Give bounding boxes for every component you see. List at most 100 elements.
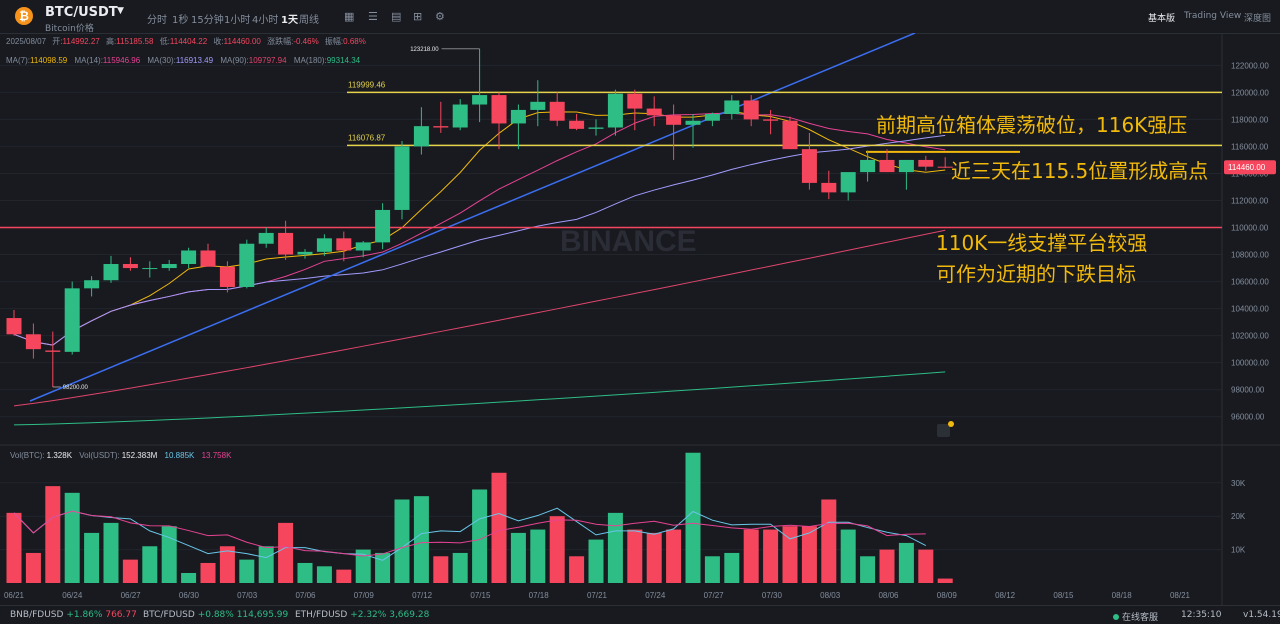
volume-bar [724,552,740,583]
support-link[interactable]: 在线客服 [1113,610,1158,623]
date-tick-label: 08/09 [937,591,958,600]
candle-body [743,100,759,120]
view-tradingview[interactable]: Trading View [1184,11,1242,21]
volume-bar [898,542,914,583]
volume-bar [258,546,274,583]
view-depth[interactable]: 深度图 [1244,14,1272,24]
volume-bar [142,546,158,583]
volume-ma-line [13,510,926,557]
candle-body [219,266,235,287]
volume-bar [549,516,565,583]
chevron-down-icon[interactable]: ▼ [117,6,124,16]
volume-bar [627,529,643,583]
ticker-item[interactable]: BNB/FDUSD +1.86% 766.77 [10,610,137,620]
candle-body [103,264,119,281]
gear-icon[interactable]: ⚙ [435,10,445,23]
candle-body [84,280,100,289]
ma90-line [13,229,946,407]
candle-body [510,109,526,124]
price-tick-label: 118000.00 [1231,115,1269,124]
volume-bar [743,529,759,583]
date-tick-label: 07/18 [529,591,550,600]
timeframe-tab[interactable]: 4小时 [252,15,279,26]
timeframe-tab[interactable]: 分时 [147,15,167,26]
date-tick-label: 07/21 [587,591,608,600]
date-tick-label: 08/18 [1112,591,1133,600]
ma-readout: MA(7):114098.59 MA(14):115946.96 MA(30):… [6,56,361,65]
layout-icon[interactable]: ▤ [391,10,402,23]
trendline [29,33,916,402]
ma180-line [13,371,946,426]
layers-icon[interactable] [937,424,950,437]
volume-bar [181,572,197,583]
price-tick-label: 116000.00 [1231,142,1269,151]
price-tick-label: 100000.00 [1231,359,1269,368]
candle-body [25,334,41,350]
candle-body [549,101,565,121]
timeframe-tab[interactable]: 1小时 [224,15,251,26]
candle-body [142,268,158,270]
price-tick-label: 102000.00 [1231,332,1269,341]
current-price-tag [1224,160,1276,175]
volume-bar [200,562,216,583]
overlay-text: 123218.00 98200.00 前期高位箱体震荡破位，116K强压近三天在11… [52,47,1208,391]
ohlc-readout: 2025/08/07 开:114992.27 高:115185.58 低:114… [6,36,366,46]
candle-body [472,95,488,105]
volume-bar [45,486,61,583]
volume-bar [25,552,41,583]
volume-bar [161,526,177,583]
grid-icon[interactable]: ⊞ [413,10,423,23]
timeframe-tab[interactable]: 1秒 [172,15,189,26]
volume-bar [704,556,720,583]
timeframe-tab[interactable]: 15分钟 [191,15,224,26]
price-tick-label: 122000.00 [1231,61,1269,70]
analysis-annotation: 前期高位箱体震荡破位，116K强压 [876,113,1187,137]
volume-bar [472,489,488,583]
settings-icon[interactable]: ☰ [368,10,378,23]
volume-bar [879,549,895,583]
candle-body [491,95,507,124]
volume-bar [6,512,22,583]
symbol-title[interactable]: BTC/USDT [45,5,118,20]
volume-bar [84,532,100,583]
candle-body [64,288,80,352]
volume-bar [297,562,313,583]
candle-body [607,93,623,128]
volume-bar [491,472,507,583]
candle-body [413,126,429,147]
candle-body [452,104,468,128]
ticker-item[interactable]: BTC/FDUSD +0.88% 114,695.99 [143,610,289,620]
date-tick-label: 08/03 [820,591,841,600]
date-tick-label: 08/12 [995,591,1016,600]
ticker-item[interactable]: ETH/FDUSD +2.32% 3,669.28 [295,610,430,620]
view-basic[interactable]: 基本版 [1148,14,1176,24]
candle-body [782,120,798,150]
low-marker-label: 98200.00 [63,385,89,391]
volume-bar [821,499,837,583]
date-axis: 06/21 06/24 06/27 06/30 07/03 07/06 07/09 07/12… [4,591,1191,600]
date-tick-label: 06/27 [121,591,142,600]
candle-body [898,159,914,173]
date-tick-label: 07/09 [354,591,375,600]
volume-bar [336,569,352,583]
candlestick-chart[interactable]: BINANCE 119999.46 116076.87 123218.00 9820… [0,33,1280,605]
candle-body [569,120,585,129]
indicator-icon[interactable]: ▦ [344,10,355,23]
volume-bar [918,549,934,583]
volume-tick-label: 10K [1231,546,1246,555]
date-tick-label: 07/30 [762,591,783,600]
date-tick-label: 07/03 [237,591,258,600]
volume-bar [103,522,119,583]
price-tick-label: 104000.00 [1231,305,1269,314]
date-tick-label: 06/21 [4,591,25,600]
date-tick-label: 07/12 [412,591,433,600]
candle-body [588,127,604,129]
timeframe-tab[interactable]: 周线 [299,15,319,26]
bottom-ticker-bar: BNB/FDUSD +1.86% 766.77 BTC/FDUSD +0.88%… [0,605,1280,624]
timeframe-tab-active[interactable]: 1天 [281,15,298,26]
candle-body [724,100,740,114]
ma14-line [13,112,946,346]
volume-bar [801,526,817,583]
candle-body [6,318,22,335]
candle-body [801,149,817,183]
